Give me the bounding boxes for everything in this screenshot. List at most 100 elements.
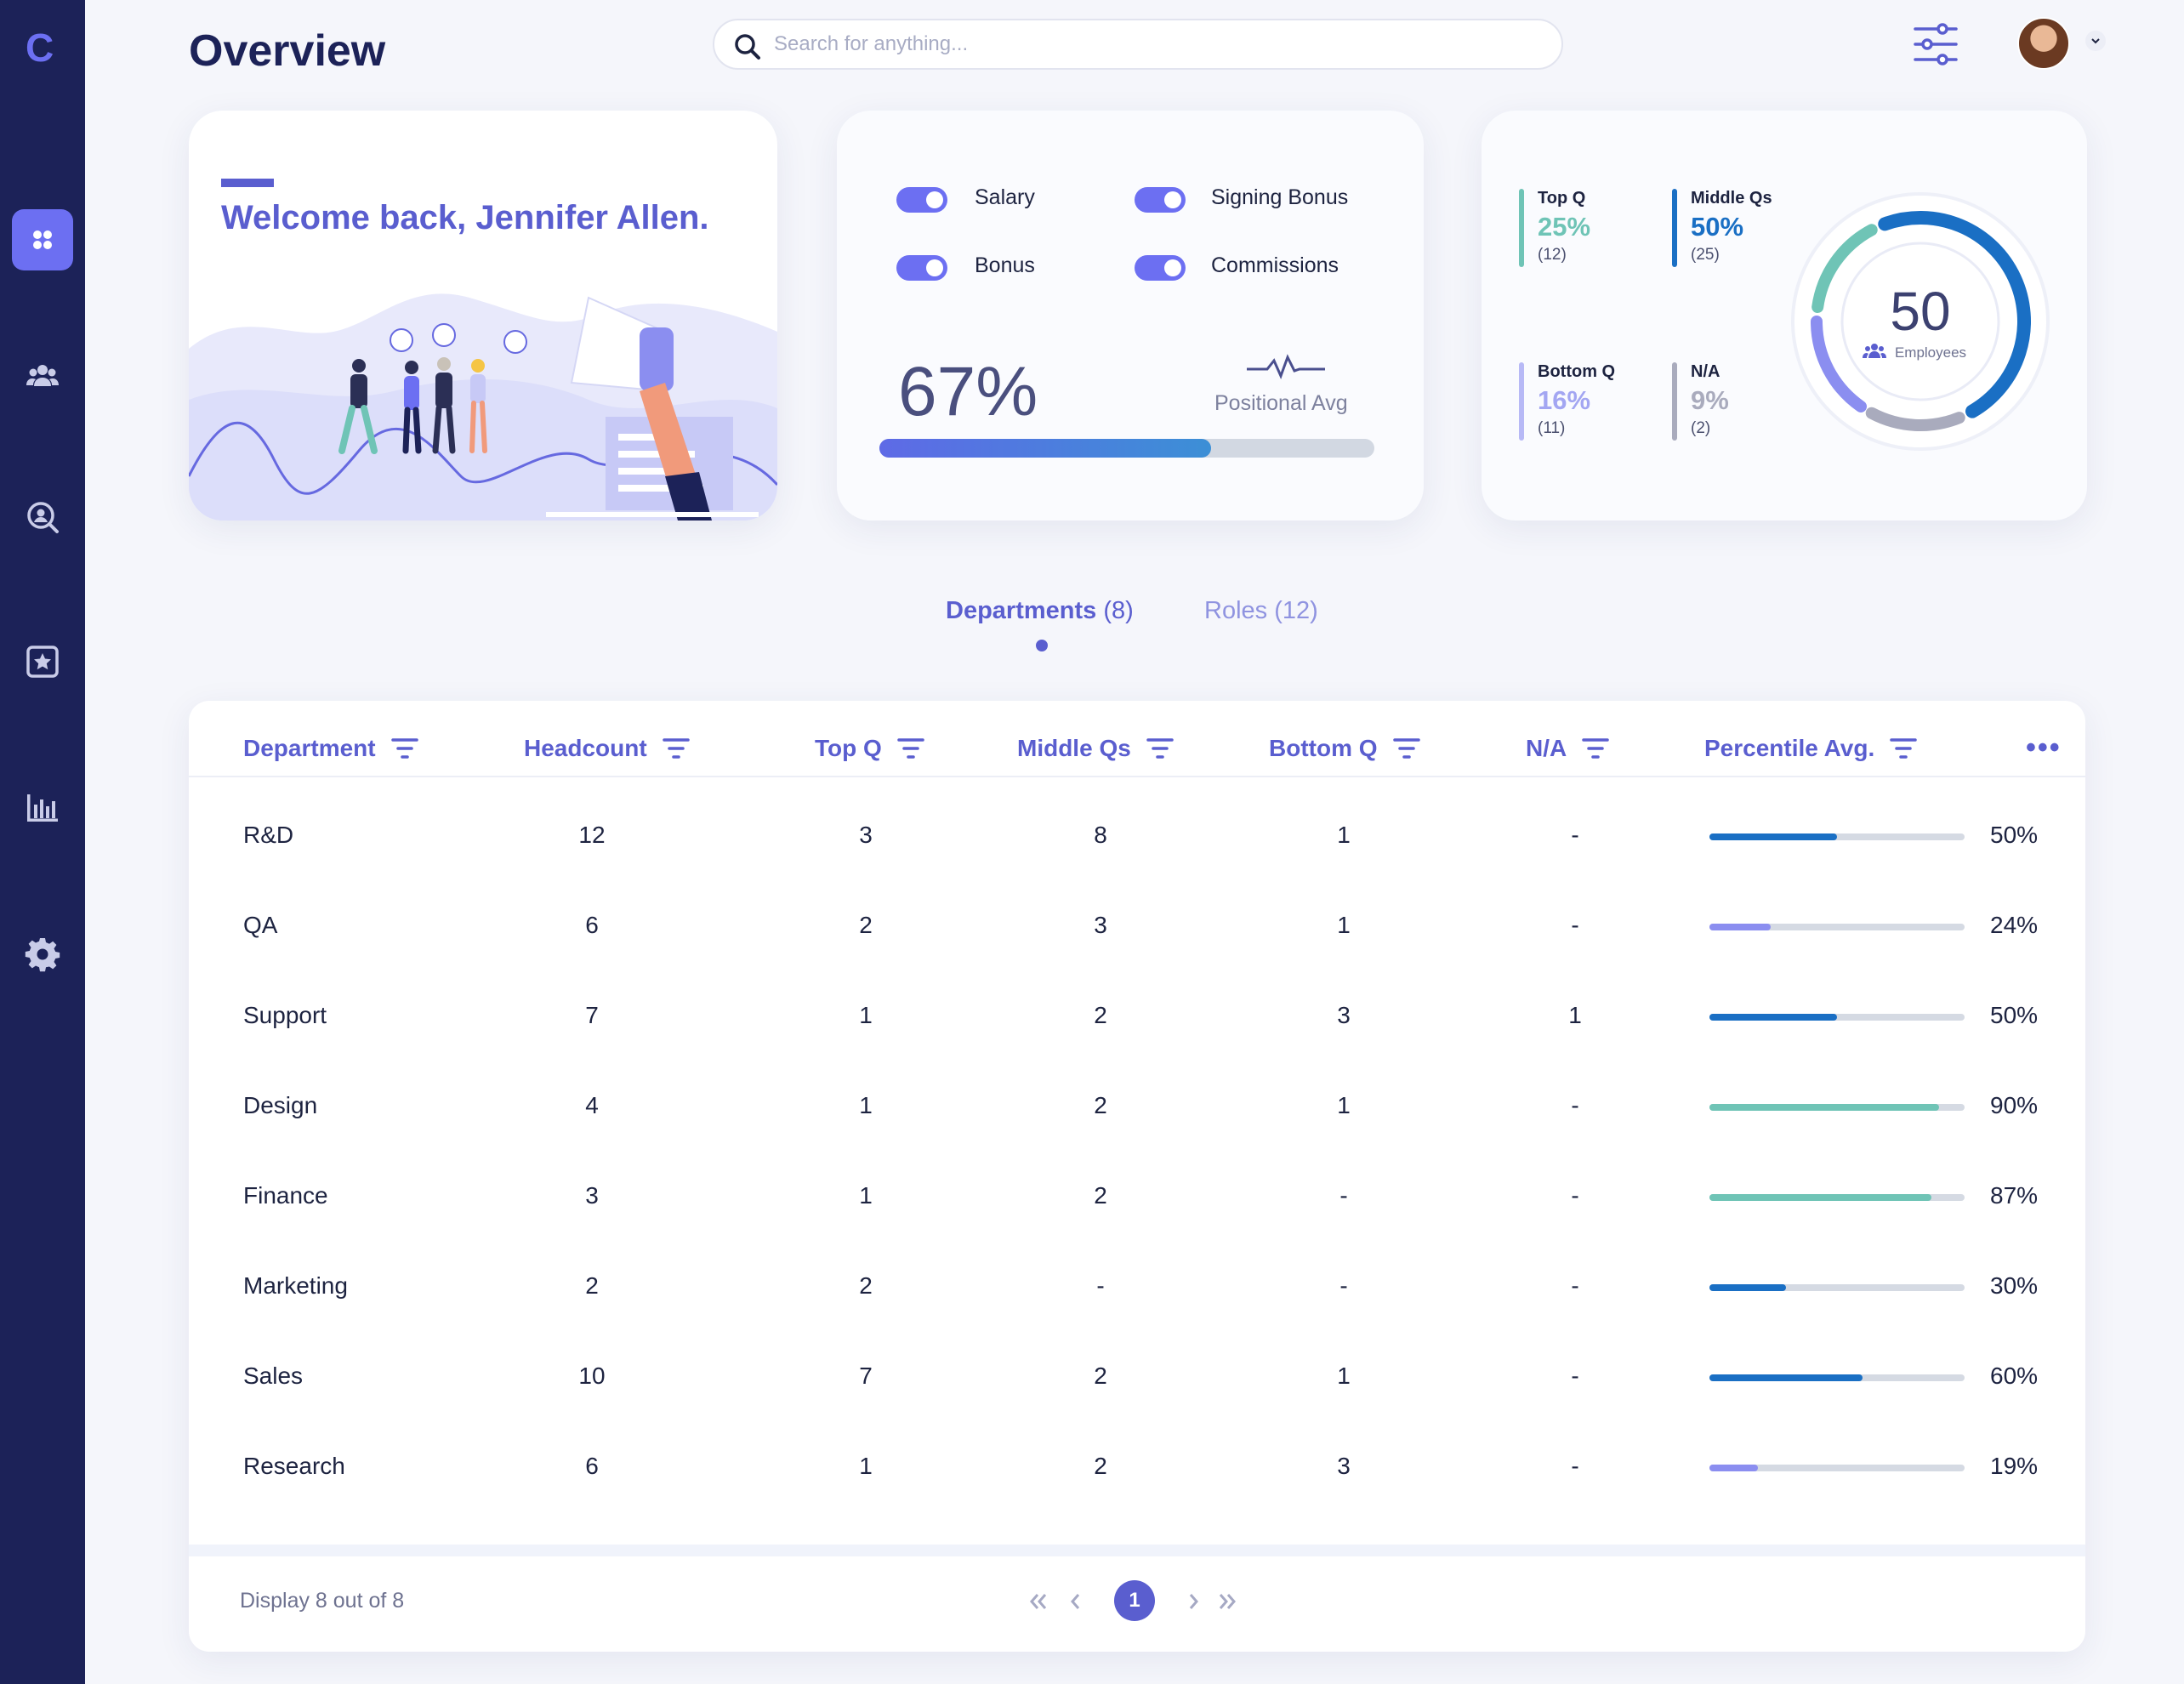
column-header-bottom-q-label: Bottom Q bbox=[1269, 735, 1378, 761]
percentile-bar-fill bbox=[1709, 1284, 1786, 1291]
chevron-left-icon bbox=[1071, 1594, 1080, 1609]
column-header-top-q-label: Top Q bbox=[815, 735, 882, 761]
quartile-card: Top Q 25% (12) Middle Qs 50% (25) Bottom… bbox=[1482, 111, 2087, 521]
donut-segment-middle bbox=[1878, 211, 2031, 418]
tab-roles-count: (12) bbox=[1274, 597, 1318, 624]
quartile-bottom-bar bbox=[1519, 362, 1524, 441]
table-row[interactable]: Support 7 1 2 3 1 50% bbox=[189, 973, 2085, 1061]
quartile-donut-chart: 50 Employees bbox=[1791, 192, 2050, 451]
tab-departments-count: (8) bbox=[1103, 597, 1134, 624]
top-q-cell: 2 bbox=[859, 912, 873, 938]
footer-divider bbox=[189, 1545, 2085, 1556]
sidebar-item-favorites[interactable] bbox=[12, 631, 73, 692]
person-search-icon bbox=[27, 502, 59, 533]
table-row[interactable]: Marketing 2 2 - - - 30% bbox=[189, 1243, 2085, 1332]
percentile-avg-cell: 19% bbox=[1990, 1453, 2039, 1479]
quartile-top-name: Top Q bbox=[1538, 189, 1586, 208]
tab-departments[interactable]: Departments (8) bbox=[946, 597, 1134, 625]
signing-bonus-toggle[interactable] bbox=[1135, 187, 1186, 213]
sidebar-item-people-search[interactable] bbox=[12, 486, 73, 548]
previous-page-button[interactable] bbox=[1063, 1580, 1089, 1623]
salary-toggle[interactable] bbox=[896, 187, 947, 213]
sidebar-item-settings[interactable] bbox=[12, 924, 73, 985]
department-cell: Finance bbox=[243, 1182, 328, 1209]
tab-departments-label: Departments bbox=[946, 597, 1097, 624]
search-icon bbox=[735, 34, 760, 60]
positional-progress-fill bbox=[879, 439, 1211, 458]
percentile-avg-cell: 60% bbox=[1990, 1363, 2039, 1389]
commissions-toggle[interactable] bbox=[1135, 255, 1186, 281]
quartile-bottom: Bottom Q 16% (11) bbox=[1519, 362, 1616, 441]
donut-segment-na bbox=[1865, 407, 1965, 431]
top-q-cell: 1 bbox=[859, 1002, 873, 1028]
sidebar-item-reports[interactable] bbox=[12, 777, 73, 839]
grid-icon bbox=[33, 230, 52, 249]
last-page-button[interactable] bbox=[1214, 1580, 1240, 1623]
column-header-headcount-label: Headcount bbox=[524, 735, 647, 761]
bottom-q-cell: - bbox=[1339, 1182, 1348, 1209]
column-header-top-q[interactable]: Top Q bbox=[815, 735, 924, 762]
positional-percent: 67% bbox=[898, 353, 1038, 430]
table-row[interactable]: Design 4 1 2 1 - 90% bbox=[189, 1063, 2085, 1152]
account-menu-button[interactable] bbox=[2085, 31, 2106, 51]
table-row[interactable]: QA 6 2 3 1 - 24% bbox=[189, 883, 2085, 971]
column-header-bottom-q[interactable]: Bottom Q bbox=[1269, 735, 1420, 762]
percentile-bar bbox=[1709, 1374, 1965, 1381]
bottom-q-cell: 1 bbox=[1337, 1092, 1351, 1118]
tab-roles[interactable]: Roles (12) bbox=[1204, 597, 1318, 625]
headcount-cell: 2 bbox=[585, 1272, 599, 1299]
na-cell: 1 bbox=[1568, 1002, 1582, 1028]
quartile-bottom-pct: 16% bbox=[1538, 385, 1591, 415]
positional-progress-bar bbox=[879, 439, 1374, 458]
quartile-middle: Middle Qs 50% (25) bbox=[1672, 189, 1772, 267]
more-options-button[interactable]: ••• bbox=[2026, 731, 2062, 764]
tab-roles-label: Roles bbox=[1204, 597, 1268, 624]
table-row[interactable]: Research 6 1 2 3 - 19% bbox=[189, 1424, 2085, 1512]
quartile-bottom-name: Bottom Q bbox=[1538, 362, 1616, 381]
filter-settings-button[interactable] bbox=[1910, 20, 1961, 68]
next-page-button[interactable] bbox=[1180, 1580, 1206, 1623]
sidebar-item-dashboard[interactable] bbox=[12, 209, 73, 270]
column-header-department[interactable]: Department bbox=[243, 735, 418, 762]
middle-qs-cell: 2 bbox=[1094, 1002, 1107, 1028]
sidebar-item-team[interactable] bbox=[12, 345, 73, 407]
first-page-button[interactable] bbox=[1026, 1580, 1051, 1623]
megaphone-illustration bbox=[189, 293, 777, 521]
department-cell: Support bbox=[243, 1002, 327, 1028]
quartile-na-name: N/A bbox=[1691, 362, 1720, 381]
column-header-na[interactable]: N/A bbox=[1526, 735, 1609, 762]
column-header-percentile-avg[interactable]: Percentile Avg. bbox=[1704, 735, 1917, 762]
percentile-bar bbox=[1709, 833, 1965, 840]
quartile-middle-name: Middle Qs bbox=[1691, 189, 1772, 208]
department-cell: Research bbox=[243, 1453, 345, 1479]
page-1-button[interactable]: 1 bbox=[1114, 1580, 1155, 1621]
departments-table: Department Headcount Top Q Middle Qs Bot… bbox=[189, 701, 2085, 1652]
headcount-cell: 3 bbox=[585, 1182, 599, 1209]
search-bar[interactable] bbox=[713, 19, 1563, 70]
search-input[interactable] bbox=[774, 29, 1539, 60]
quartile-top-count: (12) bbox=[1538, 246, 1567, 264]
positional-avg-label: Positional Avg bbox=[1214, 391, 1348, 415]
department-cell: Design bbox=[243, 1092, 318, 1118]
user-avatar[interactable] bbox=[2017, 17, 2070, 70]
headcount-cell: 12 bbox=[578, 822, 606, 848]
app-logo[interactable]: C bbox=[26, 26, 54, 70]
donut-segments bbox=[1811, 211, 2031, 431]
signing-bonus-toggle-label: Signing Bonus bbox=[1211, 185, 1349, 209]
bottom-q-cell: 1 bbox=[1337, 912, 1351, 938]
percentile-avg-cell: 24% bbox=[1990, 912, 2039, 938]
bonus-toggle[interactable] bbox=[896, 255, 947, 281]
double-chevron-left-icon bbox=[1030, 1594, 1047, 1609]
bottom-q-cell: 3 bbox=[1337, 1002, 1351, 1028]
people-icon bbox=[26, 365, 59, 386]
column-header-headcount[interactable]: Headcount bbox=[524, 735, 690, 762]
percentile-bar bbox=[1709, 1465, 1965, 1471]
column-header-middle-qs[interactable]: Middle Qs bbox=[1017, 735, 1174, 762]
middle-qs-cell: - bbox=[1096, 1272, 1105, 1299]
percentile-bar-fill bbox=[1709, 1194, 1931, 1201]
table-row[interactable]: Finance 3 1 2 - - 87% bbox=[189, 1153, 2085, 1242]
table-row[interactable]: R&D 12 3 8 1 - 50% bbox=[189, 793, 2085, 881]
headcount-cell: 6 bbox=[585, 912, 599, 938]
table-row[interactable]: Sales 10 7 2 1 - 60% bbox=[189, 1334, 2085, 1422]
percentile-bar bbox=[1709, 924, 1965, 930]
